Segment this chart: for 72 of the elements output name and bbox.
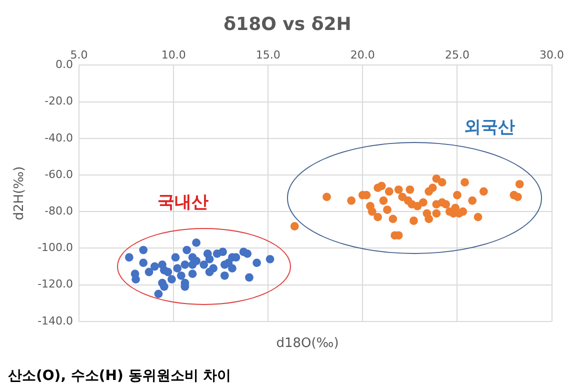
point — [192, 238, 200, 247]
point — [144, 268, 154, 276]
point — [374, 212, 382, 222]
y-tick-label: -120.0 — [38, 278, 74, 291]
point — [410, 216, 418, 225]
point — [442, 200, 450, 208]
point — [200, 260, 208, 269]
point — [245, 273, 254, 282]
point — [171, 253, 180, 262]
point — [124, 253, 134, 262]
point — [205, 254, 214, 264]
annotation: 외국산 — [464, 116, 515, 139]
point — [384, 187, 394, 196]
point — [377, 182, 386, 190]
y-tick-label: -60.0 — [44, 168, 74, 181]
point — [168, 275, 176, 284]
x-tick-label: 10.0 — [161, 48, 186, 62]
point — [368, 207, 376, 216]
point — [182, 246, 192, 254]
point — [180, 260, 190, 269]
point — [220, 271, 229, 280]
point — [218, 248, 227, 256]
point — [432, 209, 441, 218]
x-tick-label: 25.0 — [444, 48, 470, 62]
point — [468, 196, 477, 205]
point — [453, 190, 462, 200]
x-tick-label: 30.0 — [540, 48, 564, 62]
y-tick-label: -40.0 — [44, 131, 74, 144]
point — [150, 262, 159, 271]
point — [228, 264, 236, 273]
point — [252, 258, 261, 268]
point — [438, 178, 446, 187]
point — [243, 249, 252, 258]
point — [383, 206, 392, 214]
point — [514, 192, 522, 202]
point — [458, 207, 468, 216]
point — [139, 246, 148, 254]
point — [132, 275, 140, 284]
point — [322, 192, 331, 202]
point — [460, 178, 469, 187]
point — [164, 268, 172, 276]
point — [290, 222, 299, 230]
text: 산소(O), 수소(H) 동위원소비 차이 — [8, 367, 232, 385]
point — [418, 198, 428, 207]
point — [154, 290, 163, 298]
x-axis-title: d18O(‰) — [275, 336, 340, 351]
point — [515, 180, 524, 188]
point — [388, 214, 398, 224]
y-axis-title: d2H(‰) — [12, 166, 28, 220]
point — [394, 185, 403, 194]
point — [266, 254, 274, 264]
point — [173, 264, 182, 273]
point — [188, 270, 197, 278]
point — [347, 196, 356, 205]
point — [406, 185, 414, 194]
y-tick-label: -100.0 — [38, 241, 74, 254]
point — [479, 187, 488, 196]
point — [379, 196, 388, 205]
point — [428, 184, 437, 192]
x-tick-label: 15.0 — [256, 48, 280, 62]
y-tick-label: -140.0 — [38, 314, 74, 328]
point — [176, 271, 186, 280]
x-tick-label: 20.0 — [350, 48, 375, 62]
annotation: 국내산 — [158, 192, 209, 214]
point — [474, 212, 482, 222]
point — [160, 282, 168, 291]
chart-title: δ18O vs δ2H — [222, 13, 352, 37]
y-tick-label: -20.0 — [44, 94, 74, 108]
y-tick-label: -80.0 — [44, 204, 74, 218]
point — [424, 214, 434, 224]
point — [139, 258, 148, 268]
point — [209, 264, 218, 273]
